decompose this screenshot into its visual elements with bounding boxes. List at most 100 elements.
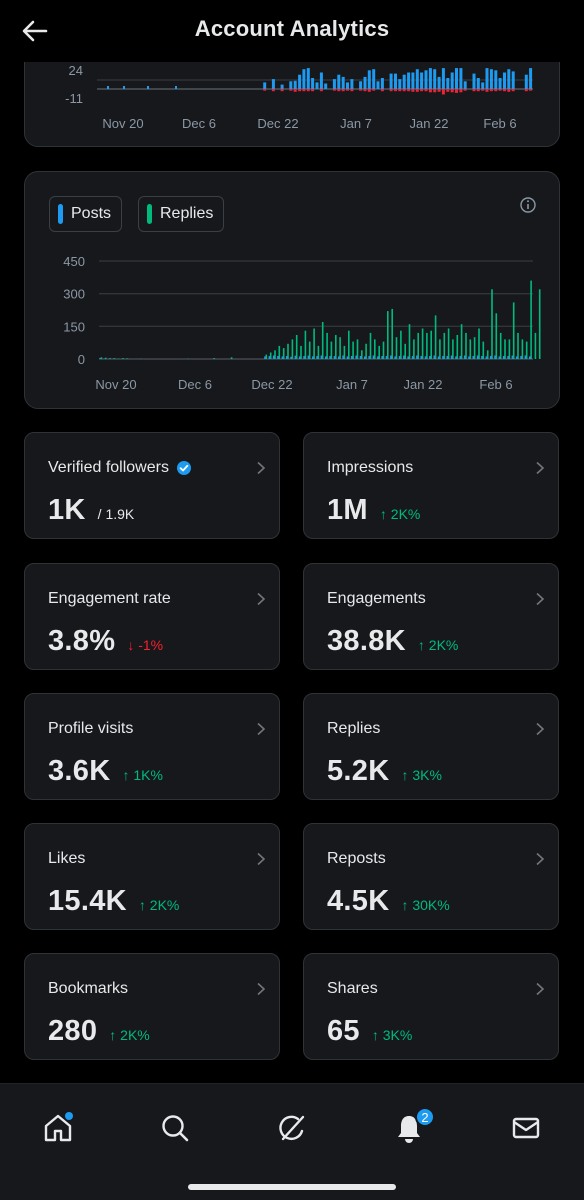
metric-change: ↑ 2K% (379, 506, 421, 522)
metric-label-wrap: Verified followers (48, 459, 192, 477)
negative-bar (380, 89, 384, 92)
positive-bar (311, 78, 315, 89)
metric-value-row: 1K / 1.9K (48, 494, 134, 527)
posts-bar (359, 356, 362, 359)
metric-value-row: 15.4K ↑ 2K% (48, 885, 179, 918)
posts-bar (290, 356, 292, 359)
replies-bar (313, 328, 315, 359)
tab-home[interactable] (28, 1098, 88, 1158)
negative-bar (302, 89, 306, 92)
posts-bar (416, 355, 418, 359)
negative-bar (332, 89, 336, 91)
y-tick-label: 150 (63, 319, 85, 334)
metric-label: Engagements (327, 590, 426, 607)
replies-bar (439, 339, 441, 359)
metric-label: Replies (327, 720, 381, 737)
back-button[interactable] (18, 14, 52, 48)
posts-bar (511, 355, 514, 359)
metric-engagements[interactable]: Engagements 38.8K ↑ 2K% (303, 563, 559, 670)
y-tick-label: -11 (65, 91, 83, 106)
home-unread-dot (65, 1112, 73, 1120)
metric-likes[interactable]: Likes 15.4K ↑ 2K% (24, 823, 280, 930)
positive-bar (494, 70, 498, 89)
negative-bar (363, 89, 367, 92)
negative-bar (455, 89, 458, 93)
legend-posts-toggle[interactable]: Posts (49, 196, 123, 232)
replies-bar (282, 348, 285, 359)
replies-bar (361, 350, 363, 359)
negative-bar (511, 89, 515, 92)
metric-verified-followers[interactable]: Verified followers 1K / 1.9K (24, 432, 280, 539)
negative-bar (441, 89, 445, 95)
positive-bar (372, 69, 376, 89)
negative-bar (446, 89, 450, 92)
tab-grok[interactable] (262, 1098, 322, 1158)
positive-bar (394, 73, 397, 89)
negative-bar (437, 89, 441, 92)
posts-bar (364, 356, 366, 359)
replies-bar (348, 330, 350, 359)
metric-label: Profile visits (48, 720, 134, 737)
replies-bar (365, 343, 367, 359)
replies-bar (499, 332, 502, 359)
metric-value-row: 4.5K ↑ 30K% (327, 885, 450, 918)
tab-notifications[interactable]: 2 (379, 1098, 439, 1158)
replies-bar (374, 339, 376, 359)
metric-reposts[interactable]: Reposts 4.5K ↑ 30K% (303, 823, 559, 930)
negative-bar (298, 89, 302, 92)
legend-replies-toggle[interactable]: Replies (138, 196, 225, 232)
metric-shares[interactable]: Shares 65 ↑ 3K% (303, 953, 559, 1060)
replies-bar (408, 324, 411, 359)
metric-impressions[interactable]: Impressions 1M ↑ 2K% (303, 432, 559, 539)
positive-bar (298, 74, 302, 89)
replies-bar (530, 280, 532, 359)
tab-search[interactable] (145, 1098, 205, 1158)
arrow-left-icon (22, 20, 48, 42)
posts-bar (463, 355, 466, 359)
positive-bar (498, 78, 502, 89)
metric-value-row: 3.6K ↑ 1K% (48, 755, 163, 788)
positive-bar (123, 86, 125, 89)
metric-value-row: 5.2K ↑ 3K% (327, 755, 442, 788)
info-icon[interactable] (519, 196, 537, 214)
posts-bar (494, 355, 496, 359)
positive-bar (324, 83, 328, 89)
metric-replies[interactable]: Replies 5.2K ↑ 3K% (303, 693, 559, 800)
negative-bar (394, 89, 397, 92)
posts-bar (502, 356, 505, 359)
positive-bar (319, 72, 323, 89)
negative-bar (311, 89, 315, 92)
replies-bar (317, 345, 320, 359)
positive-bar (476, 78, 480, 89)
replies-bar (495, 313, 498, 359)
chevron-right-icon (257, 852, 266, 866)
positive-bar (350, 79, 354, 89)
posts-replies-chart-card: Posts Replies 450 300 150 0 Nov 20 Dec 6 Dec 2… (24, 171, 560, 409)
posts-bar (394, 356, 396, 359)
negative-bar (450, 89, 454, 93)
replies-bar (508, 339, 511, 359)
home-indicator (188, 1184, 396, 1190)
tab-messages[interactable] (496, 1098, 556, 1158)
metric-bookmarks[interactable]: Bookmarks 280 ↑ 2K% (24, 953, 280, 1060)
replies-bar (321, 322, 324, 359)
negative-bar (350, 89, 354, 92)
negative-bar (346, 89, 349, 91)
replies-bar (538, 289, 541, 359)
replies-bar (421, 328, 424, 359)
metric-change: ↑ 2K% (138, 897, 180, 913)
negative-bar (476, 89, 480, 92)
metric-profile-visits[interactable]: Profile visits 3.6K ↑ 1K% (24, 693, 280, 800)
posts-bar (264, 356, 266, 359)
posts-bar (312, 356, 314, 359)
positive-bar (511, 71, 515, 89)
y-tick-label: 24 (69, 63, 83, 78)
chevron-right-icon (536, 592, 545, 606)
posts-bar (351, 356, 353, 359)
x-tick-label: Jan 22 (403, 377, 442, 392)
replies-bar (460, 324, 463, 359)
chevron-right-icon (257, 461, 266, 475)
metric-engagement-rate[interactable]: Engagement rate 3.8% ↓ -1% (24, 563, 280, 670)
metric-value: 4.5K (327, 885, 390, 917)
posts-bar (468, 356, 470, 359)
